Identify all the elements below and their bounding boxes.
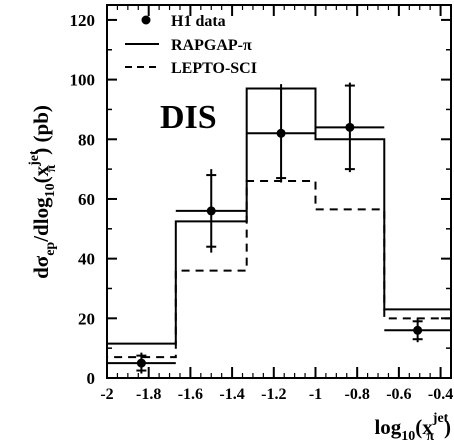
x-tick-label: -1.2 [261,386,286,403]
x-tick-label: -0.4 [428,386,453,403]
lepto-sci-line [106,180,452,378]
x-tick-label: -1 [309,386,322,403]
y-tick-label: 80 [78,130,95,149]
x-tick-label: -1.4 [219,386,244,403]
y-tick-label: 20 [78,309,95,328]
h1-data-point [206,206,216,216]
lepto-sci-histogram [106,180,452,378]
y-tick-label: 100 [70,71,96,90]
h1-data-point [136,358,146,368]
plot-frame [106,4,452,379]
x-tick-label: -1.6 [178,386,203,403]
h1-data-point [276,128,286,138]
legend-rapgap-label: RAPGAP-π [171,37,252,54]
legend: H1 data RAPGAP-π LEPTO-SCI [125,13,257,77]
h1-data-points [107,82,451,374]
x-tick-label: -2 [100,386,113,403]
y-axis-label: dσep/dlog10(xjetπ) (pb) [27,105,59,279]
x-axis-ticks: -2 -1.8 -1.6 -1.4 -1.2 -1 -0.8 -0.6 -0.4 [100,5,453,403]
legend-h1-label: H1 data [171,13,226,30]
x-tick-label: -0.6 [386,386,411,403]
y-tick-label: 0 [87,369,96,388]
x-axis-label: log10(xjet π) [374,411,451,443]
legend-lepto-label: LEPTO-SCI [171,60,257,77]
dis-annotation: DIS [160,99,217,136]
y-tick-label: 60 [78,190,95,209]
y-tick-label: 120 [70,11,96,30]
h1-data-point [345,122,355,132]
legend-h1-marker [141,15,151,25]
x-tick-label: -0.8 [345,386,370,403]
x-tick-label: -1.8 [136,386,161,403]
h1-data-point [413,325,423,335]
y-axis-ticks: 0 20 40 60 80 100 120 [70,11,451,388]
y-tick-label: 40 [78,250,95,269]
